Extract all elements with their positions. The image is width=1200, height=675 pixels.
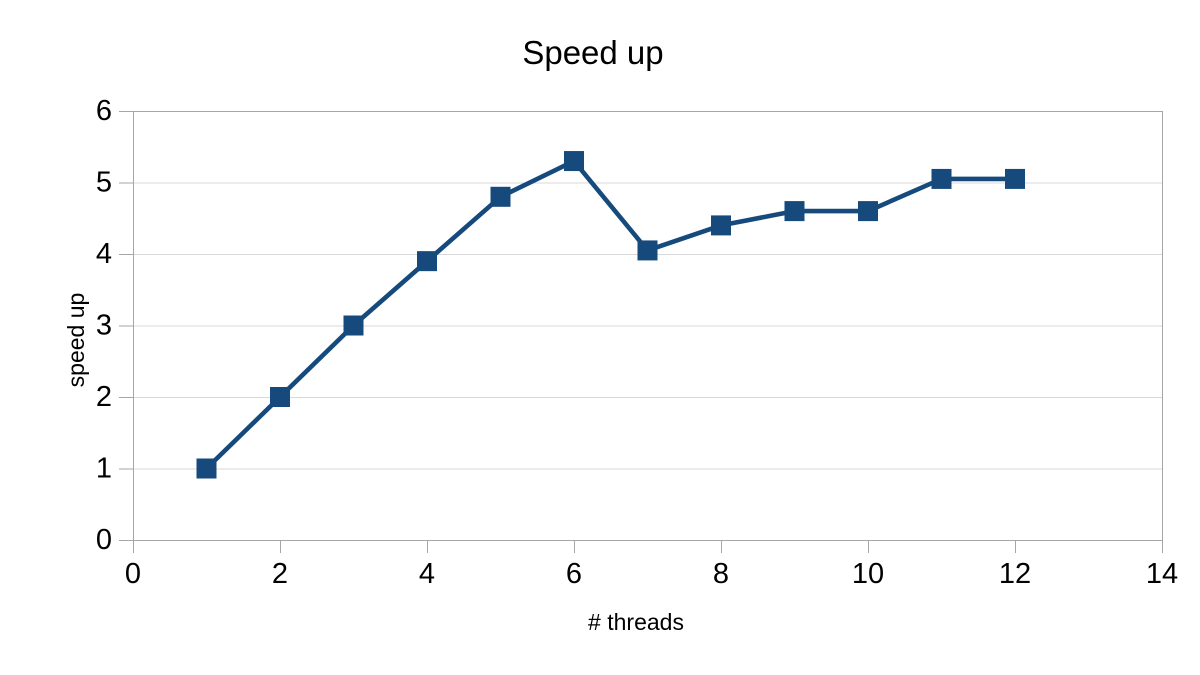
- data-point-marker: [1005, 168, 1025, 189]
- data-point-marker: [711, 215, 731, 236]
- x-tick-label: 10: [852, 558, 884, 590]
- data-point-marker: [417, 251, 437, 272]
- data-point-marker: [490, 186, 511, 207]
- y-tick-label: 5: [96, 167, 112, 199]
- y-tick-label: 4: [96, 238, 112, 270]
- data-point-marker: [564, 151, 584, 172]
- y-tick-label: 1: [96, 453, 112, 485]
- data-point-marker: [196, 458, 217, 479]
- data-point-marker: [637, 240, 658, 261]
- x-tick-label: 2: [272, 558, 288, 590]
- x-tick-label: 14: [1146, 558, 1178, 590]
- data-point-marker: [931, 168, 952, 189]
- data-point-marker: [343, 315, 364, 336]
- x-tick-label: 0: [125, 558, 141, 590]
- x-tick-label: 6: [566, 558, 582, 590]
- y-tick-label: 6: [96, 95, 112, 127]
- plot-border: [133, 111, 1163, 541]
- chart-title: Speed up: [522, 34, 664, 71]
- x-axis-title: # threads: [588, 609, 684, 635]
- y-tick-label: 0: [96, 524, 112, 556]
- x-tick-label: 4: [419, 558, 435, 590]
- x-tick-label: 12: [999, 558, 1031, 590]
- series-line: [204, 158, 1015, 471]
- data-point-marker: [270, 387, 290, 407]
- y-tick-label: 3: [96, 310, 112, 342]
- x-tick-label: 8: [713, 558, 729, 590]
- y-tick-label: 2: [96, 381, 112, 413]
- data-point-marker: [858, 201, 878, 222]
- data-point-marker: [784, 201, 805, 222]
